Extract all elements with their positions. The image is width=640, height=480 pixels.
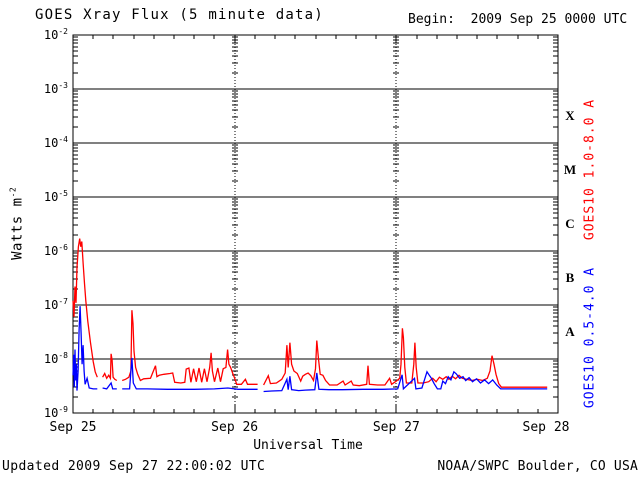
y-tick-label: 10-6 — [43, 243, 68, 258]
x-tick-label: Sep 25 — [49, 420, 97, 435]
flare-class-b: B — [565, 270, 575, 285]
plot-axes-grid — [72, 34, 559, 414]
y-tick-label: 10-8 — [43, 351, 68, 366]
y-tick-label: 10-5 — [43, 189, 68, 204]
flare-class-x: X — [565, 108, 575, 123]
begin-timestamp: Begin: 2009 Sep 25 0000 UTC — [408, 12, 628, 27]
y-axis-label: Watts m-2 — [8, 186, 26, 260]
flare-class-a: A — [565, 324, 575, 339]
flare-class-c: C — [565, 216, 575, 231]
y-tick-label: 10-4 — [43, 135, 68, 150]
x-axis-label: Universal Time — [253, 438, 363, 453]
y-tick-label: 10-9 — [43, 405, 68, 420]
goes-short-series-line — [72, 306, 548, 393]
x-tick-label: Sep 28 — [522, 420, 570, 435]
flare-class-m: M — [563, 162, 577, 177]
source-attribution: NOAA/SWPC Boulder, CO USA — [437, 459, 638, 474]
chart-title: GOES Xray Flux (5 minute data) — [35, 7, 324, 23]
x-tick-label: Sep 27 — [372, 420, 420, 435]
x-tick-label: Sep 26 — [211, 420, 259, 435]
y-tick-label: 10-7 — [43, 297, 68, 312]
goes-long-series-line — [72, 238, 548, 388]
y-tick-label: 10-3 — [43, 81, 68, 96]
y-tick-label: 10-2 — [43, 27, 68, 42]
legend-goes-short-channel: GOES10 0.5-4.0 A — [582, 266, 598, 409]
updated-timestamp: Updated 2009 Sep 27 22:00:02 UTC — [2, 459, 266, 474]
